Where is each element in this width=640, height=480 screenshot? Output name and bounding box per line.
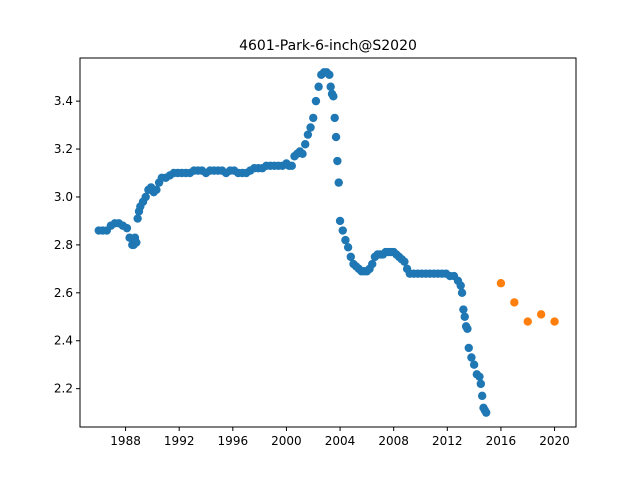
- x-tick-label: 2008: [378, 434, 409, 448]
- data-point: [400, 257, 409, 266]
- data-point: [330, 113, 339, 123]
- data-point: [475, 372, 484, 381]
- axes-frame: [79, 57, 577, 428]
- data-point: [510, 298, 519, 307]
- data-point: [333, 156, 342, 166]
- data-point: [496, 279, 506, 288]
- y-tick-label: 2.8: [54, 238, 73, 252]
- data-point: [523, 317, 532, 326]
- chart-title: 4601-Park-6-inch@S2020: [239, 38, 417, 54]
- data-point: [467, 353, 476, 362]
- data-point: [343, 243, 353, 252]
- plot-area: 1988 1992 1996 2000 2004 2008 2012 2016 2020 2.2 2…: [54, 57, 577, 448]
- x-tick-label: 1996: [218, 434, 249, 448]
- data-point: [141, 192, 150, 202]
- data-point: [329, 92, 338, 101]
- data-point: [464, 343, 473, 353]
- y-tick-label: 2.6: [54, 286, 73, 300]
- data-point: [133, 214, 142, 223]
- data-point: [122, 223, 132, 233]
- y-tick-label: 2.4: [54, 334, 73, 348]
- x-tick-label: 2000: [271, 434, 302, 448]
- data-point: [536, 310, 546, 319]
- data-point: [469, 360, 479, 369]
- data-point: [306, 123, 315, 132]
- data-point: [341, 235, 350, 245]
- data-point: [368, 259, 377, 269]
- data-point: [309, 113, 318, 123]
- y-tick-label: 2.2: [54, 382, 73, 396]
- data-point: [456, 281, 465, 290]
- data-point: [311, 96, 321, 106]
- data-point: [326, 82, 335, 91]
- data-point: [459, 305, 468, 314]
- x-tick-label: 2020: [539, 434, 570, 448]
- data-point: [298, 149, 307, 159]
- y-tick-label: 3.0: [54, 190, 73, 204]
- y-tick-label: 3.2: [54, 142, 73, 156]
- data-point: [335, 216, 345, 226]
- data-point: [325, 70, 334, 79]
- data-point: [338, 226, 347, 235]
- data-point: [346, 252, 355, 262]
- y-tick-label: 3.4: [54, 94, 73, 108]
- data-point: [132, 238, 141, 247]
- data-point: [481, 408, 491, 417]
- x-tick-label: 1988: [110, 434, 141, 448]
- data-point: [457, 288, 467, 298]
- data-point: [550, 317, 559, 326]
- x-tick-label: 2004: [325, 434, 356, 448]
- x-tick-label: 2016: [486, 434, 517, 448]
- data-point: [460, 312, 469, 321]
- data-point: [303, 130, 313, 139]
- x-tick-label: 1992: [164, 434, 195, 448]
- x-tick-label: 2012: [432, 434, 463, 448]
- data-point: [331, 132, 341, 142]
- data-point: [476, 379, 486, 389]
- data-point: [334, 178, 343, 187]
- data-point: [152, 185, 161, 194]
- data-point: [477, 391, 487, 401]
- data-point: [463, 324, 472, 333]
- data-point: [287, 161, 297, 171]
- data-point: [301, 140, 310, 149]
- data-point: [314, 82, 323, 91]
